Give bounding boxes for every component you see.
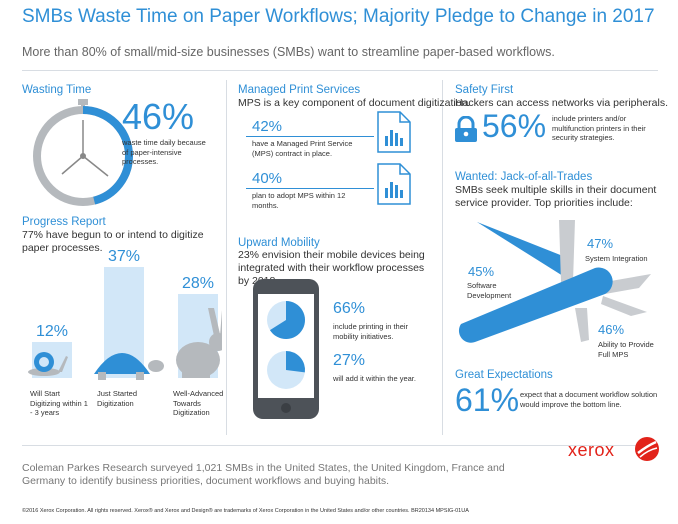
- mps-heading: Managed Print Services: [238, 84, 361, 96]
- page-title: SMBs Waste Time on Paper Workflows; Majo…: [22, 6, 655, 27]
- expectations-stat: 61%: [455, 382, 520, 418]
- mps-text-1: have a Managed Print Service (MPS) contr…: [252, 139, 353, 158]
- stopwatch-icon: [33, 99, 133, 206]
- footer-divider: [22, 445, 658, 446]
- mps-underline-1: [246, 136, 374, 137]
- progress-desc: 77% have begun to or intend to digitize …: [22, 229, 204, 254]
- jack-stat-3: 46%: [598, 322, 625, 337]
- jack-label-3: Ability to Provide Full MPS: [598, 340, 654, 359]
- safety-desc: Hackers can access networks via peripher…: [455, 97, 669, 109]
- legal-text: ©2016 Xerox Corporation. All rights rese…: [22, 508, 469, 514]
- mobility-text-2: will add it within the year.: [333, 374, 416, 383]
- column-divider-2: [442, 80, 443, 435]
- xerox-logo-icon: [635, 437, 659, 461]
- header-divider: [22, 70, 658, 71]
- progress-label-2: Just Started Digitization: [97, 389, 138, 408]
- wasting-time-stat: 46%: [122, 96, 195, 137]
- mps-underline-2: [246, 188, 374, 189]
- snail-icon: [28, 352, 68, 376]
- wasting-time-desc: waste time daily because of paper-intens…: [122, 138, 206, 166]
- turtle-icon: [94, 353, 164, 380]
- progress-bar-value: 28%: [182, 275, 214, 292]
- jack-stat-2: 45%: [468, 264, 495, 279]
- jack-desc: SMBs seek multiple skills in their docum…: [455, 184, 657, 209]
- mps-desc: MPS is a key component of document digit…: [238, 97, 471, 109]
- safety-text: include printers and/or multifunction pr…: [552, 114, 646, 142]
- progress-chart: 12% 37% 28%: [28, 248, 222, 380]
- progress-label-3: Well-Advanced Towards Digitization: [173, 389, 224, 417]
- expectations-text: expect that a document workflow solution…: [520, 390, 658, 409]
- jack-label-2: Software Development: [467, 281, 512, 300]
- padlock-icon: [455, 116, 477, 142]
- mobility-stat-2: 27%: [333, 352, 366, 369]
- jack-heading: Wanted: Jack-of-all-Trades: [455, 171, 593, 183]
- xerox-logo-text: xerox: [568, 440, 615, 460]
- jack-label-1: System Integration: [585, 254, 648, 263]
- rabbit-icon: [176, 308, 222, 378]
- smartphone-icon: [253, 279, 319, 419]
- footer-text: Coleman Parkes Research surveyed 1,021 S…: [22, 462, 505, 487]
- safety-heading: Safety First: [455, 84, 514, 96]
- progress-bar-value: 37%: [108, 248, 140, 265]
- mobility-stat-1: 66%: [333, 300, 366, 317]
- mps-stat-1: 42%: [252, 118, 283, 135]
- wasting-time-progress-arc: [33, 106, 133, 206]
- mobility-text-1: include printing in their mobility initi…: [333, 322, 409, 341]
- expectations-heading: Great Expectations: [455, 369, 553, 381]
- safety-stat: 56%: [482, 108, 547, 144]
- wasting-time-heading: Wasting Time: [22, 84, 92, 96]
- progress-bar-value: 12%: [36, 323, 68, 340]
- mps-text-2: plan to adopt MPS within 12 months.: [252, 191, 346, 210]
- mobility-heading: Upward Mobility: [238, 237, 320, 249]
- page-subtitle: More than 80% of small/mid-size business…: [22, 45, 555, 59]
- document-chart-icon: [377, 163, 411, 205]
- jack-stat-1: 47%: [587, 236, 614, 251]
- progress-heading: Progress Report: [22, 216, 106, 228]
- document-chart-icon: [377, 111, 411, 153]
- progress-label-1: Will Start Digitizing within 1 - 3 years: [30, 389, 88, 417]
- column-divider-1: [226, 80, 227, 435]
- mps-stat-2: 40%: [252, 170, 283, 187]
- pocket-knife-icon: [458, 220, 651, 343]
